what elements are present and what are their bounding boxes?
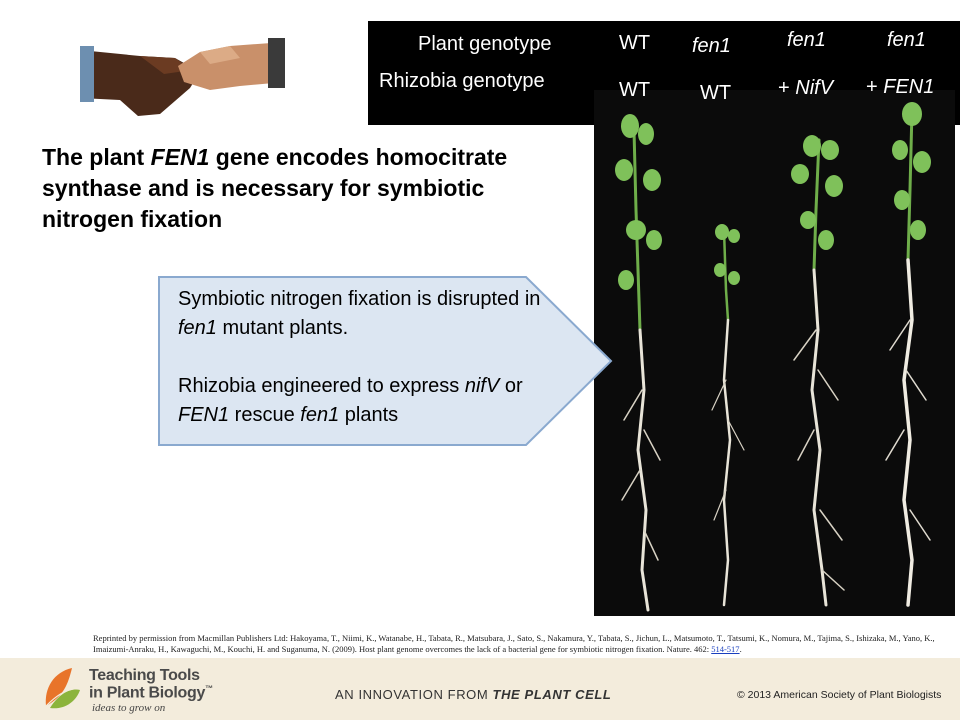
slide-headline: The plant FEN1 gene encodes homocitrate …	[42, 142, 562, 235]
logo-line2: in Plant Biology™	[89, 684, 213, 702]
plant-genotype-label: Plant genotype	[418, 33, 552, 55]
callout-p2-mid2: rescue	[229, 404, 301, 426]
rhizobia-col3-gene: NifV	[795, 77, 834, 99]
innovation-brand: THE PLANT CELL	[492, 687, 612, 702]
logo-tm: ™	[205, 684, 213, 693]
rhizobia-col3-prefix: +	[778, 77, 796, 99]
callout-arrow-shape	[158, 276, 613, 446]
headline-pre: The plant	[42, 144, 151, 170]
callout-p2-mid: or	[499, 375, 523, 397]
plant-genotype-col2: fen1	[692, 35, 731, 57]
logo-tagline: ideas to grow on	[92, 702, 166, 714]
plant-seedlings-photo	[594, 90, 955, 616]
callout-p1-pre: Symbiotic nitrogen fixation is disrupted…	[178, 288, 541, 310]
headline-gene: FEN1	[150, 144, 210, 170]
callout-p1-post: mutant plants.	[216, 317, 349, 339]
innovation-text: AN INNOVATION FROM THE PLANT CELL	[335, 687, 611, 702]
rhizobia-genotype-col4: + FEN1	[866, 76, 934, 99]
callout-p2-pre: Rhizobia engineered to express	[178, 375, 465, 397]
plant-genotype-col3: fen1	[787, 29, 826, 51]
callout-p2-post: plants	[339, 404, 399, 426]
callout-p1-gene: fen1	[178, 317, 217, 339]
innovation-pre: AN INNOVATION FROM	[335, 687, 493, 702]
rhizobia-col4-gene: FEN1	[883, 76, 935, 98]
citation-end: .	[739, 644, 742, 654]
callout-paragraph-2: Rhizobia engineered to express nifV or F…	[178, 372, 548, 430]
citation: Reprinted by permission from Macmillan P…	[93, 633, 943, 655]
callout-paragraph-1: Symbiotic nitrogen fixation is disrupted…	[178, 285, 548, 343]
rhizobia-genotype-label: Rhizobia genotype	[379, 70, 545, 92]
plant-genotype-col4: fen1	[887, 29, 926, 51]
callout-p2-gene3: fen1	[300, 404, 340, 426]
leaf-logo-icon	[45, 668, 80, 709]
headline-post: gene encodes homocitrate synthase and is…	[42, 144, 508, 232]
footer-bar	[0, 658, 960, 720]
logo-line1: Teaching Tools	[89, 667, 200, 684]
callout-p2-gene2: FEN1	[178, 404, 230, 426]
callout-p2-gene1: nifV	[464, 375, 500, 397]
citation-link[interactable]: 514-517	[711, 644, 740, 654]
rhizobia-col4-prefix: +	[866, 76, 884, 98]
copyright-text: © 2013 American Society of Plant Biologi…	[737, 689, 942, 701]
rhizobia-genotype-col2: WT	[700, 82, 732, 104]
callout-text: Symbiotic nitrogen fixation is disrupted…	[178, 285, 548, 430]
handshake-image	[80, 28, 285, 120]
genotype-header: Plant genotype Rhizobia genotype WT fen1…	[368, 21, 960, 125]
plant-genotype-col1: WT	[619, 32, 651, 54]
rhizobia-genotype-col1: WT	[619, 79, 651, 101]
citation-text: Reprinted by permission from Macmillan P…	[93, 633, 935, 654]
rhizobia-genotype-col3: + NifV	[778, 77, 833, 100]
logo-line2-text: in Plant Biology	[89, 684, 206, 702]
